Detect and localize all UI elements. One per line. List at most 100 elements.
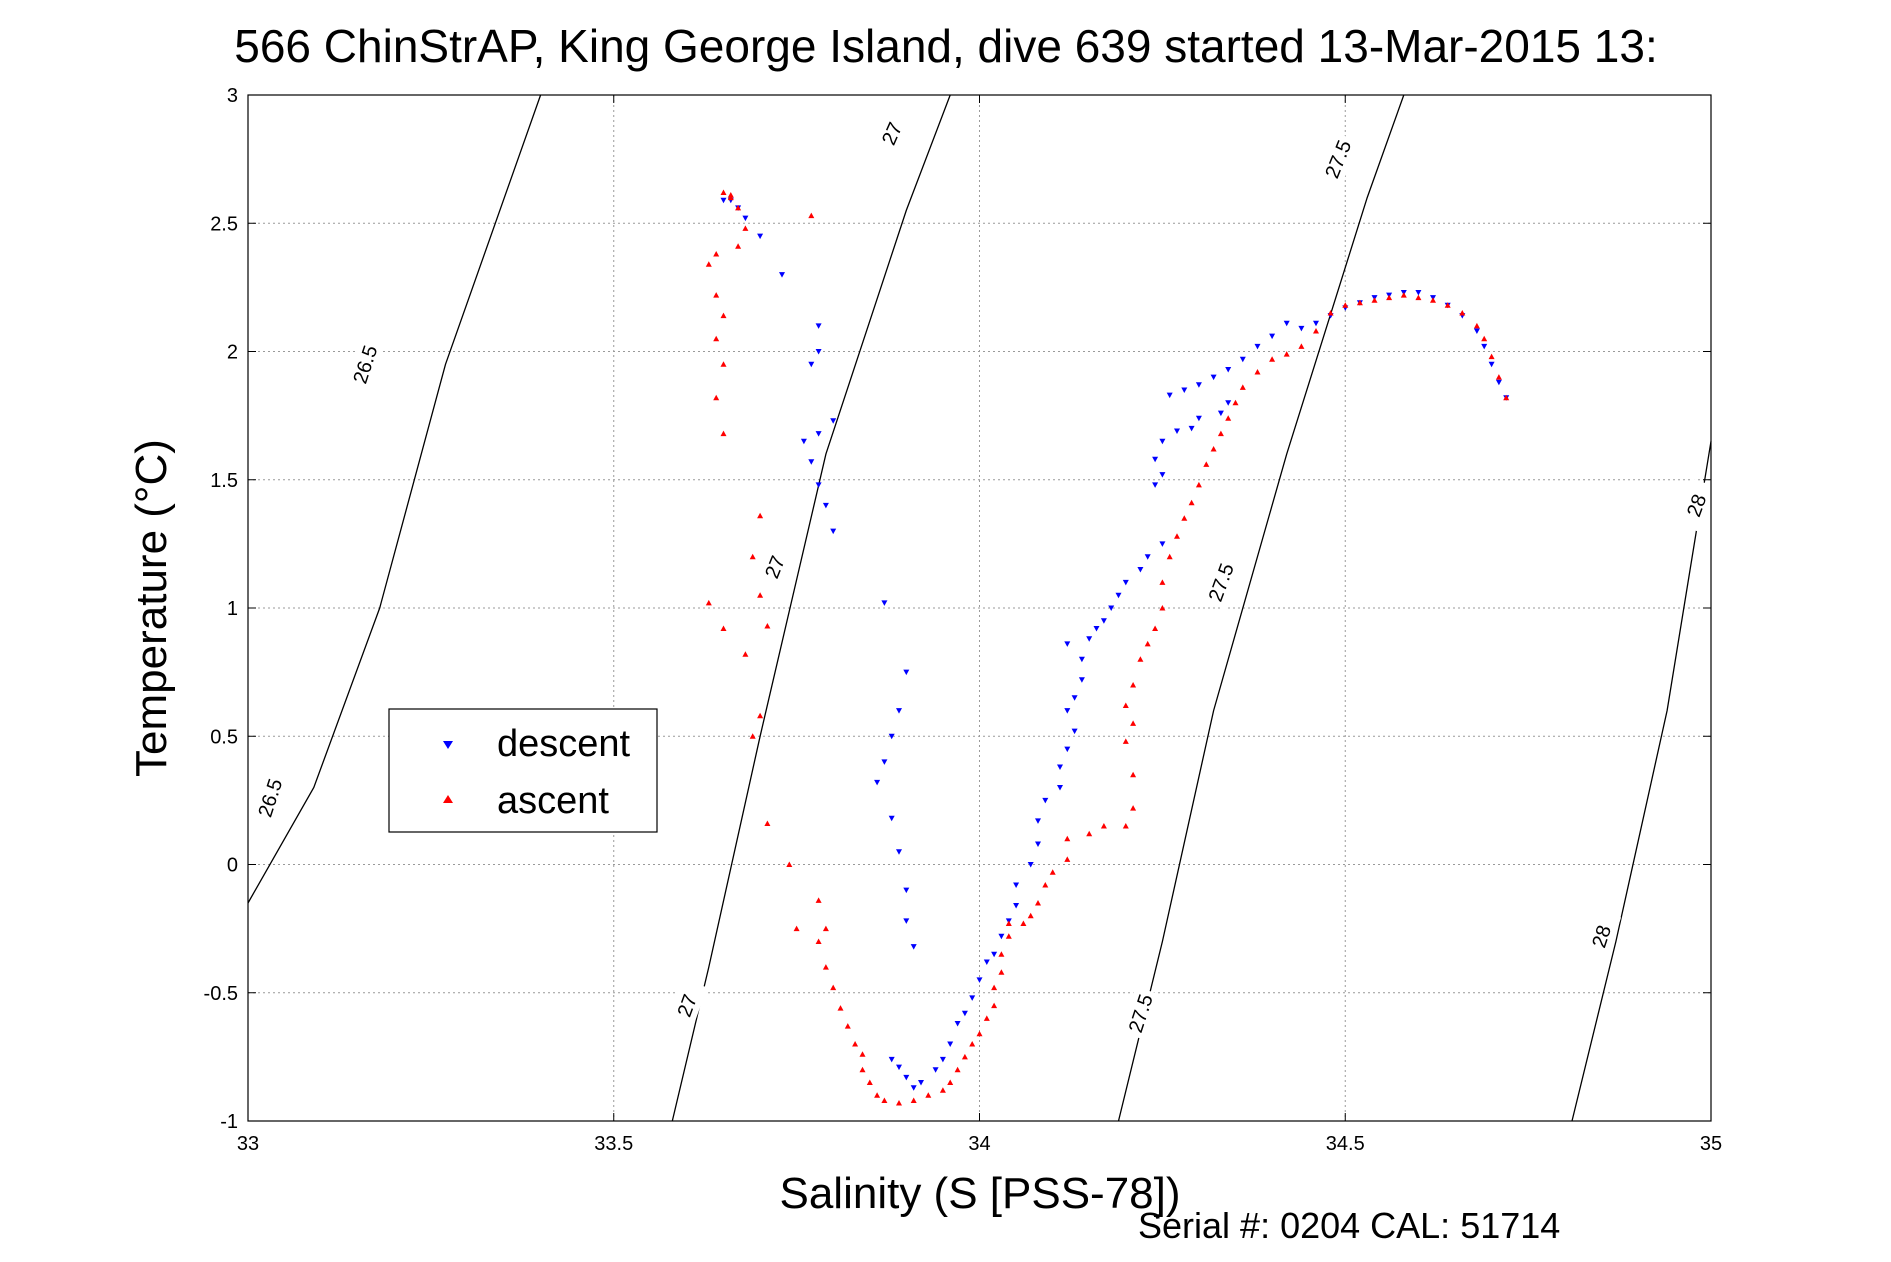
ascent-point bbox=[1254, 369, 1261, 375]
descent-point bbox=[910, 1085, 917, 1091]
ascent-point bbox=[1086, 830, 1093, 837]
descent-point bbox=[976, 977, 983, 983]
ascent-point bbox=[1064, 835, 1071, 842]
ascent-point bbox=[1174, 533, 1180, 539]
ascent-point bbox=[1130, 720, 1137, 726]
ascent-point bbox=[1130, 682, 1137, 688]
ascent-point bbox=[720, 189, 727, 195]
descent-point bbox=[1071, 728, 1078, 735]
descent-point bbox=[1152, 456, 1159, 463]
ascent-point bbox=[822, 925, 829, 932]
contour-label-backdrop bbox=[1316, 132, 1359, 187]
descent-point bbox=[815, 349, 822, 355]
ascent-point bbox=[1064, 856, 1071, 862]
chart-title: 566 ChinStrAP, King George Island, dive … bbox=[234, 20, 1657, 72]
ascent-point bbox=[896, 1100, 902, 1106]
descent-point bbox=[874, 779, 881, 786]
descent-point bbox=[1473, 328, 1480, 334]
descent-point bbox=[983, 959, 990, 965]
ascent-point bbox=[705, 599, 712, 606]
descent-point bbox=[1057, 764, 1063, 770]
ascent-point bbox=[1313, 328, 1319, 334]
descent-point bbox=[918, 1080, 924, 1086]
legend: descent ascent bbox=[388, 708, 658, 833]
contour-line-28 bbox=[1571, 441, 1712, 1122]
x-axis-ticks: 33 33.5 34 34.5 35 bbox=[237, 95, 1722, 1155]
descent-point bbox=[800, 438, 807, 445]
y-tick-label: -1 bbox=[220, 1111, 238, 1133]
ascent-point bbox=[705, 261, 712, 267]
ascent-point bbox=[1020, 920, 1027, 926]
contour-label-backdrop bbox=[345, 337, 385, 392]
descent-point bbox=[888, 815, 895, 822]
descent-point bbox=[881, 600, 888, 606]
descent-point bbox=[896, 708, 902, 714]
legend-box bbox=[388, 708, 658, 833]
ascent-point bbox=[786, 861, 793, 867]
ascent-point bbox=[837, 1005, 844, 1011]
ascent-point bbox=[1415, 294, 1422, 301]
descent-point bbox=[1217, 410, 1224, 417]
descent-point bbox=[1225, 400, 1232, 406]
descent-point bbox=[1415, 290, 1422, 296]
ascent-point bbox=[1386, 294, 1393, 301]
x-tick-label: 35 bbox=[1700, 1133, 1722, 1155]
descent-point bbox=[1071, 695, 1078, 701]
ascent-point bbox=[757, 512, 764, 519]
ascent-point bbox=[859, 1051, 866, 1057]
descent-point bbox=[742, 215, 749, 222]
descent-point bbox=[1313, 320, 1319, 327]
descent-point bbox=[896, 849, 902, 855]
descent-point bbox=[991, 951, 998, 958]
ascent-point bbox=[1444, 302, 1451, 308]
descent-point bbox=[947, 1041, 954, 1047]
ascent-point bbox=[1035, 900, 1041, 906]
ascent-point bbox=[764, 623, 771, 629]
descent-point bbox=[808, 459, 815, 465]
ascent-point bbox=[1027, 912, 1034, 919]
legend-descent-marker bbox=[443, 741, 453, 749]
ascent-point bbox=[1400, 292, 1407, 298]
ascent-point bbox=[925, 1092, 932, 1098]
descent-point bbox=[1159, 472, 1166, 478]
ascent-point bbox=[1130, 771, 1137, 778]
ascent-point bbox=[998, 951, 1005, 957]
descent-point bbox=[1078, 656, 1085, 663]
ascent-point bbox=[844, 1023, 851, 1029]
ascent-point bbox=[969, 1041, 976, 1047]
y-tick-label: 1 bbox=[227, 598, 238, 620]
descent-point bbox=[1035, 818, 1041, 824]
descent-point bbox=[720, 197, 727, 204]
ascent-point bbox=[1152, 625, 1159, 631]
ascent-point bbox=[991, 984, 998, 991]
descent-point bbox=[1225, 367, 1232, 373]
ascent-point bbox=[720, 625, 727, 631]
contour-label-backdrop bbox=[666, 978, 708, 1033]
ascent-point bbox=[757, 712, 764, 719]
ascent-point bbox=[852, 1041, 859, 1047]
y-tick-label: 3 bbox=[227, 85, 238, 107]
ascent-point bbox=[991, 1002, 998, 1009]
descent-point bbox=[961, 1010, 968, 1017]
descent-point bbox=[830, 418, 837, 424]
descent-point bbox=[939, 1056, 946, 1063]
descent-point bbox=[1188, 425, 1195, 432]
contour-label-backdrop bbox=[1200, 555, 1242, 610]
ascent-point bbox=[910, 1097, 917, 1103]
ascent-point bbox=[822, 964, 829, 970]
y-tick-label: 0.5 bbox=[210, 726, 238, 748]
descent-point bbox=[822, 502, 829, 509]
descent-point bbox=[1013, 882, 1020, 888]
descent-point bbox=[1159, 438, 1166, 445]
series-ascent bbox=[705, 189, 1510, 1106]
descent-point bbox=[1108, 605, 1115, 611]
descent-point bbox=[1064, 746, 1071, 753]
x-axis-title: Salinity (S [PSS-78]) bbox=[779, 1169, 1180, 1218]
ascent-point bbox=[1005, 933, 1012, 939]
ascent-point bbox=[1042, 882, 1049, 888]
serial-cal-footer: Serial #: 0204 CAL: 51714 bbox=[1138, 1205, 1560, 1246]
descent-point bbox=[1100, 618, 1107, 624]
ascent-point bbox=[961, 1053, 968, 1060]
y-tick-label: 2 bbox=[227, 342, 238, 364]
descent-point bbox=[815, 482, 822, 488]
